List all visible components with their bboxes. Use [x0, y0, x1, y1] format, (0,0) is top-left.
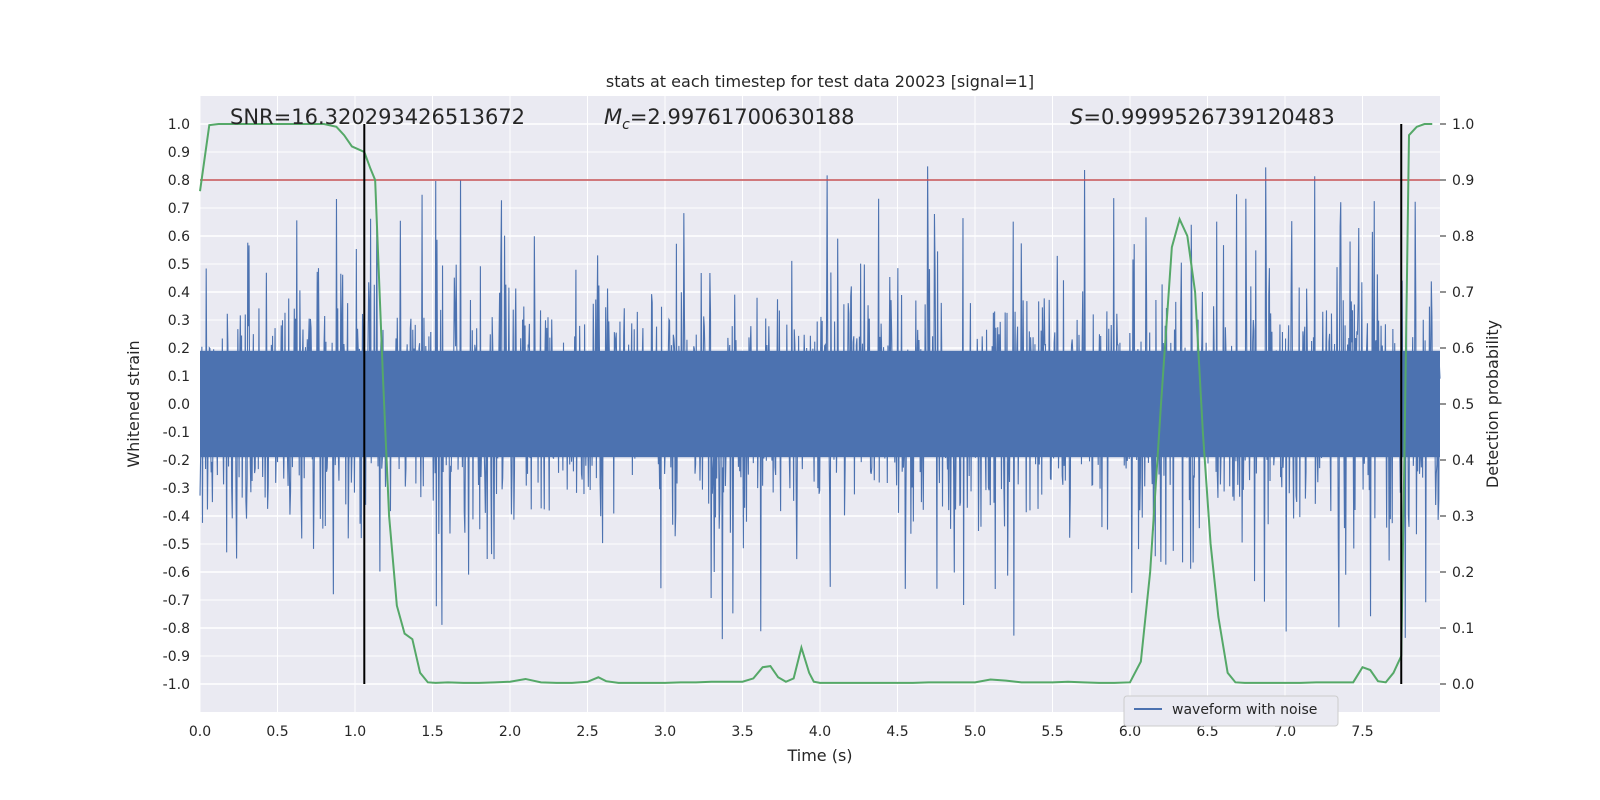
- legend-label: waveform with noise: [1172, 702, 1317, 718]
- y-tick-label: -0.5: [163, 537, 190, 553]
- mc-symbol: M: [604, 105, 622, 129]
- y2-tick-label: 0.7: [1452, 285, 1474, 301]
- x-tick-label: 0.5: [266, 724, 288, 740]
- y2-tick-label: 0.3: [1452, 509, 1474, 525]
- y-tick-label: 0.3: [168, 313, 190, 329]
- x-ticks: 0.0 0.5 1.0 1.5 2.0 2.5 3.0 3.5 4.0 4.5 5.0 5.5 6.0 6…: [189, 724, 1374, 740]
- x-tick-label: 4.0: [809, 724, 831, 740]
- chart-title: stats at each timestep for test data 200…: [606, 72, 1034, 91]
- x-tick-label: 1.5: [421, 724, 443, 740]
- legend-box: [1123, 695, 1339, 727]
- probability-series: [199, 123, 1433, 684]
- y-tick-label: 0.1: [168, 369, 190, 385]
- x-tick-label: 7.0: [1274, 724, 1296, 740]
- y-tick-label: -0.7: [163, 593, 190, 609]
- x-tick-label: 4.5: [886, 724, 908, 740]
- mc-value: =2.99761700630188: [630, 105, 855, 129]
- y-axis-label: Whitened strain: [124, 340, 143, 467]
- y-tick-label: 0.0: [168, 397, 190, 413]
- waveform-series: [199, 166, 1441, 640]
- x-tick-label: 5.0: [964, 724, 986, 740]
- y2-tick-label: 0.8: [1452, 229, 1474, 245]
- y-tick-label: -0.9: [163, 649, 190, 665]
- y2-tick-label: 0.4: [1452, 453, 1474, 469]
- probability-line: [199, 123, 1433, 684]
- mc-subscript: c: [622, 117, 630, 133]
- x-tick-label: 1.0: [344, 724, 366, 740]
- y2-tick-label: 0.6: [1452, 341, 1474, 357]
- y-tick-label: -0.3: [163, 481, 190, 497]
- y-tick-label: -0.8: [163, 621, 190, 637]
- y-tick-label: 0.4: [168, 285, 190, 301]
- y2-tick-label: 1.0: [1452, 117, 1474, 133]
- s-symbol: S: [1070, 105, 1083, 129]
- x-tick-label: 6.0: [1119, 724, 1141, 740]
- x-tick-label: 0.0: [189, 724, 211, 740]
- y-tick-label: 0.6: [168, 229, 190, 245]
- y2-ticks: 1.0 0.9 0.8 0.7 0.6 0.5 0.4 0.3 0.2 0.1 0.0: [1440, 117, 1474, 693]
- y-tick-label: -0.1: [163, 425, 190, 441]
- y2-tick-label: 0.2: [1452, 565, 1474, 581]
- waveform-dense-band: [200, 350, 1440, 458]
- y-tick-label: -0.4: [163, 509, 190, 525]
- y2-tick-label: 0.1: [1452, 621, 1474, 637]
- y-tick-label: -1.0: [163, 677, 190, 693]
- y-ticks: 1.0 0.9 0.8 0.7 0.6 0.5 0.4 0.3 0.2 0.1 0.0 -0.1 -0.…: [163, 117, 190, 693]
- s-annotation: S=0.9999526739120483: [1070, 105, 1335, 129]
- y-tick-label: -0.6: [163, 565, 190, 581]
- x-tick-label: 7.5: [1351, 724, 1373, 740]
- y-tick-label: 0.5: [168, 257, 190, 273]
- y-tick-label: 0.9: [168, 145, 190, 161]
- x-tick-label: 2.5: [576, 724, 598, 740]
- y2-tick-label: 0.9: [1452, 173, 1474, 189]
- y-tick-label: 0.2: [168, 341, 190, 357]
- s-value: =0.9999526739120483: [1083, 105, 1334, 129]
- vertical-lines: [363, 124, 1403, 684]
- x-tick-label: 6.5: [1196, 724, 1218, 740]
- y2-tick-label: 0.0: [1452, 677, 1474, 693]
- x-axis-label: Time (s): [786, 746, 852, 765]
- x-tick-label: 3.0: [654, 724, 676, 740]
- y-tick-label: 0.7: [168, 201, 190, 217]
- y2-axis-label: Detection probability: [1483, 320, 1502, 488]
- y-tick-label: -0.2: [163, 453, 190, 469]
- y-tick-label: 1.0: [168, 117, 190, 133]
- y-tick-label: 0.8: [168, 173, 190, 189]
- x-tick-label: 5.5: [1041, 724, 1063, 740]
- x-tick-label: 3.5: [731, 724, 753, 740]
- legend: waveform with noise: [1123, 695, 1339, 727]
- x-tick-label: 2.0: [499, 724, 521, 740]
- y2-tick-label: 0.5: [1452, 397, 1474, 413]
- snr-annotation: SNR=16.320293426513672: [230, 105, 525, 129]
- mc-annotation: Mc=2.99761700630188: [604, 105, 855, 133]
